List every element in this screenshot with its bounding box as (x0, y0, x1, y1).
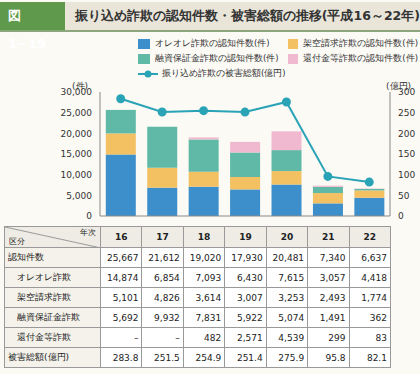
svg-text:10,000: 10,000 (61, 170, 93, 180)
svg-text:50: 50 (398, 191, 410, 201)
svg-text:0: 0 (398, 211, 404, 221)
svg-text:15,000: 15,000 (61, 149, 93, 159)
svg-text:300: 300 (398, 87, 412, 97)
svg-text:250: 250 (398, 108, 412, 118)
svg-text:20,000: 20,000 (61, 129, 93, 139)
svg-text:5,000: 5,000 (66, 191, 92, 201)
svg-text:150: 150 (398, 149, 412, 159)
svg-text:30,000: 30,000 (61, 87, 93, 97)
svg-text:0: 0 (86, 211, 92, 221)
svg-text:25,000: 25,000 (61, 108, 93, 118)
svg-text:100: 100 (398, 170, 412, 180)
svg-text:200: 200 (398, 129, 412, 139)
